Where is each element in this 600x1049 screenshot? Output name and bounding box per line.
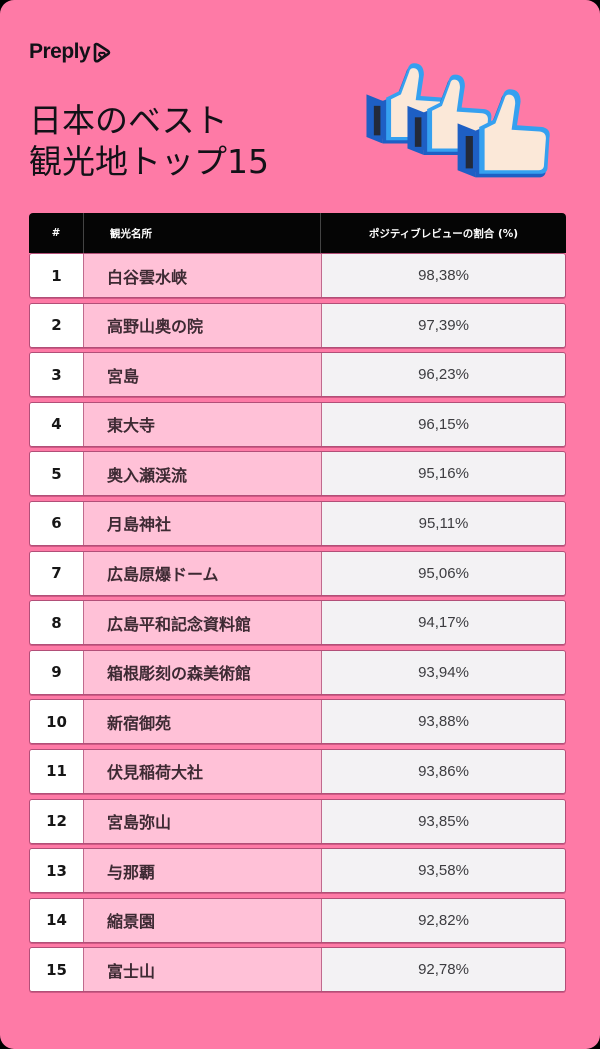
table-row: 3 宮島 96,23% <box>29 352 566 398</box>
attraction-name-cell: 広島平和記念資料館 <box>84 601 322 645</box>
rank-cell: 3 <box>30 353 84 397</box>
attraction-name-cell: 奥入瀬渓流 <box>84 452 322 496</box>
rank-cell: 6 <box>30 501 84 545</box>
attraction-name-cell: 与那覇 <box>84 849 322 893</box>
attraction-name-cell: 新宿御苑 <box>84 700 322 744</box>
positive-rate-cell: 93,58% <box>322 849 565 893</box>
positive-rate-cell: 97,39% <box>322 303 565 347</box>
rank-cell: 14 <box>30 898 84 942</box>
positive-rate-cell: 95,06% <box>322 551 565 595</box>
rank-cell: 10 <box>30 700 84 744</box>
attraction-name-cell: 伏見稲荷大社 <box>84 749 322 793</box>
attraction-name-cell: 富士山 <box>84 948 322 992</box>
positive-rate-cell: 98,38% <box>322 254 565 297</box>
rank-cell: 4 <box>30 402 84 446</box>
rank-cell: 9 <box>30 650 84 694</box>
logo-text: Preply <box>29 40 91 63</box>
attraction-name-cell: 宮島弥山 <box>84 799 322 843</box>
thumbs-up-icons <box>366 63 550 178</box>
table-row: 11 伏見稲荷大社 93,86% <box>29 748 566 794</box>
column-header-positive-review-rate: ポジティブレビューの割合 (%) <box>368 227 519 240</box>
attraction-name-cell: 月島神社 <box>84 501 322 545</box>
positive-rate-cell: 96,23% <box>322 353 565 397</box>
table-row: 9 箱根彫刻の森美術館 93,94% <box>29 649 566 695</box>
table-row: 12 宮島弥山 93,85% <box>29 798 566 844</box>
attraction-name-cell: 東大寺 <box>84 402 322 446</box>
attraction-name-cell: 箱根彫刻の森美術館 <box>84 650 322 694</box>
table-row: 15 富士山 92,78% <box>29 947 566 993</box>
rank-cell: 8 <box>30 601 84 645</box>
positive-rate-cell: 93,94% <box>322 650 565 694</box>
title-line-2: 観光地トップ15 <box>29 142 269 181</box>
table-row: 4 東大寺 96,15% <box>29 401 566 447</box>
table-row: 8 広島平和記念資料館 94,17% <box>29 600 566 646</box>
preply-play-heart-icon <box>93 42 111 63</box>
rank-cell: 2 <box>30 303 84 347</box>
positive-rate-cell: 96,15% <box>322 402 565 446</box>
positive-rate-cell: 93,86% <box>322 749 565 793</box>
rank-cell: 15 <box>30 948 84 992</box>
positive-rate-cell: 92,82% <box>322 898 565 942</box>
attraction-name-cell: 縮景園 <box>84 898 322 942</box>
column-header-name: 観光名所 <box>84 213 321 253</box>
attraction-name-cell: 広島原爆ドーム <box>84 551 322 595</box>
rank-cell: 11 <box>30 749 84 793</box>
rank-cell: 5 <box>30 452 84 496</box>
rank-cell: 7 <box>30 551 84 595</box>
title-line-1: 日本のベスト <box>29 101 228 140</box>
positive-rate-cell: 93,85% <box>322 799 565 843</box>
page-title: 日本のベスト 観光地トップ15 <box>29 100 269 182</box>
positive-rate-cell: 95,16% <box>322 452 565 496</box>
positive-rate-cell: 95,11% <box>322 501 565 545</box>
positive-rate-cell: 93,88% <box>322 700 565 744</box>
table-row: 14 縮景園 92,82% <box>29 897 566 943</box>
attraction-name-cell: 宮島 <box>84 353 322 397</box>
positive-rate-cell: 94,17% <box>322 601 565 645</box>
rank-cell: 1 <box>30 254 84 297</box>
attraction-name-cell: 白谷雲水峡 <box>84 254 322 297</box>
table-header: # 観光名所 ポジティブレビューの割合 (%) <box>29 213 566 253</box>
rank-cell: 12 <box>30 799 84 843</box>
table-row: 10 新宿御苑 93,88% <box>29 699 566 745</box>
table-row: 6 月島神社 95,11% <box>29 500 566 546</box>
attraction-name-cell: 高野山奥の院 <box>84 303 322 347</box>
table-row: 1 白谷雲水峡 98,38% <box>29 253 566 298</box>
positive-rate-cell: 92,78% <box>322 948 565 992</box>
table-row: 13 与那覇 93,58% <box>29 848 566 894</box>
table-row: 2 高野山奥の院 97,39% <box>29 302 566 348</box>
table-row: 7 広島原爆ドーム 95,06% <box>29 550 566 596</box>
ranking-table: # 観光名所 ポジティブレビューの割合 (%) 1 白谷雲水峡 98,38% 2… <box>29 213 566 997</box>
preply-logo: Preply <box>29 38 112 66</box>
rank-cell: 13 <box>30 849 84 893</box>
table-row: 5 奥入瀬渓流 95,16% <box>29 451 566 497</box>
column-header-rank: # <box>29 213 84 253</box>
